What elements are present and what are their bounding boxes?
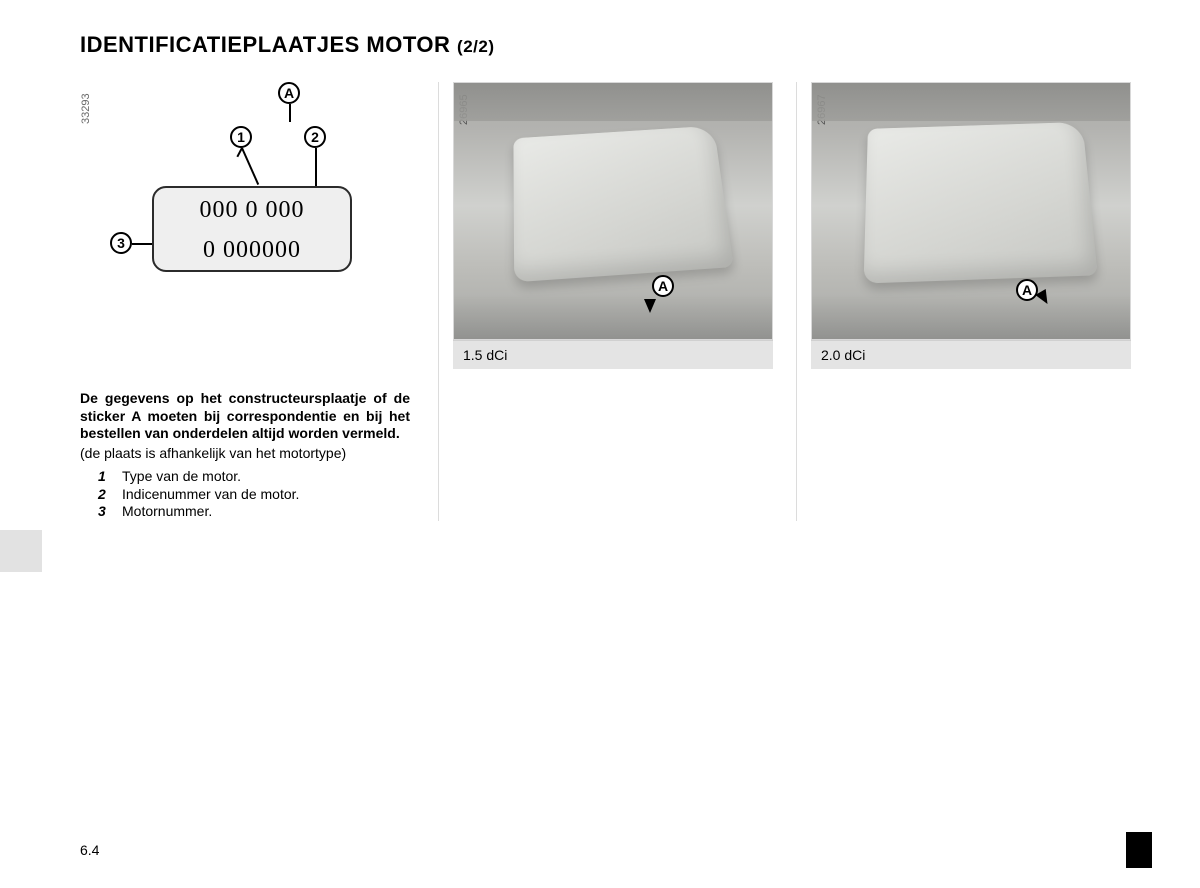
title-part: (2/2) (457, 37, 494, 56)
callout-3: 3 (110, 232, 132, 254)
id-plate: 000 0 000 0 000000 (152, 186, 352, 272)
engine-photo-2: 26967 A (811, 82, 1131, 340)
legend-item: 3 Motornummer. (98, 503, 410, 521)
leader-line (241, 148, 259, 185)
photo-detail (812, 295, 1130, 339)
callout-2: 2 (304, 126, 326, 148)
legend-item: 1 Type van de motor. (98, 468, 410, 486)
plate-row-1: 000 0 000 (154, 190, 350, 230)
legend-num: 1 (98, 468, 112, 486)
legend-num: 2 (98, 486, 112, 504)
callout-a: A (278, 82, 300, 104)
page-title: IDENTIFICATIEPLAATJES MOTOR (2/2) (80, 32, 1140, 58)
legend-label: Type van de motor. (122, 468, 241, 486)
callout-a: A (652, 275, 674, 297)
plate-row-2: 0 000000 (154, 230, 350, 270)
figure-id: 33293 (80, 93, 92, 124)
note-line: (de plaats is afhankelijk van het motort… (80, 445, 410, 463)
section-tab (0, 530, 42, 572)
manual-page: IDENTIFICATIEPLAATJES MOTOR (2/2) 33293 … (0, 0, 1200, 888)
column-2: 26965 A 1.5 dCi (438, 82, 768, 521)
legend-list: 1 Type van de motor. 2 Indicenummer van … (80, 468, 410, 521)
intro-paragraph: De gegevens op het constructeursplaatje … (80, 390, 410, 443)
page-number: 6.4 (80, 842, 99, 858)
callout-a: A (1016, 279, 1038, 301)
legend-item: 2 Indicenummer van de motor. (98, 486, 410, 504)
legend-label: Motornummer. (122, 503, 212, 521)
title-main: IDENTIFICATIEPLAATJES MOTOR (80, 32, 450, 57)
column-1: 33293 A 1 2 3 000 0 000 0 000000 De gege… (80, 82, 410, 521)
photo-caption: 1.5 dCi (453, 340, 773, 369)
photo-caption: 2.0 dCi (811, 340, 1131, 369)
photo-detail (812, 83, 1130, 121)
engine-photo-1: 26965 A (453, 82, 773, 340)
callout-1: 1 (230, 126, 252, 148)
leader-line (289, 104, 291, 122)
engine-cover (513, 126, 733, 283)
column-3: 26967 A 2.0 dCi (796, 82, 1126, 521)
body-text: De gegevens op het constructeursplaatje … (80, 390, 410, 521)
legend-label: Indicenummer van de motor. (122, 486, 299, 504)
photo-detail (454, 295, 772, 339)
arrow-indicator (644, 299, 656, 313)
engine-cover (864, 122, 1098, 284)
thumb-index-tab (1126, 832, 1152, 868)
legend-num: 3 (98, 503, 112, 521)
photo-detail (454, 83, 772, 121)
leader-line (315, 148, 317, 190)
column-inner: 26967 A 2.0 dCi (797, 82, 1126, 369)
plate-diagram: 33293 A 1 2 3 000 0 000 0 000000 (80, 82, 410, 342)
columns: 33293 A 1 2 3 000 0 000 0 000000 De gege… (80, 82, 1140, 521)
column-inner: 26965 A 1.5 dCi (439, 82, 768, 369)
